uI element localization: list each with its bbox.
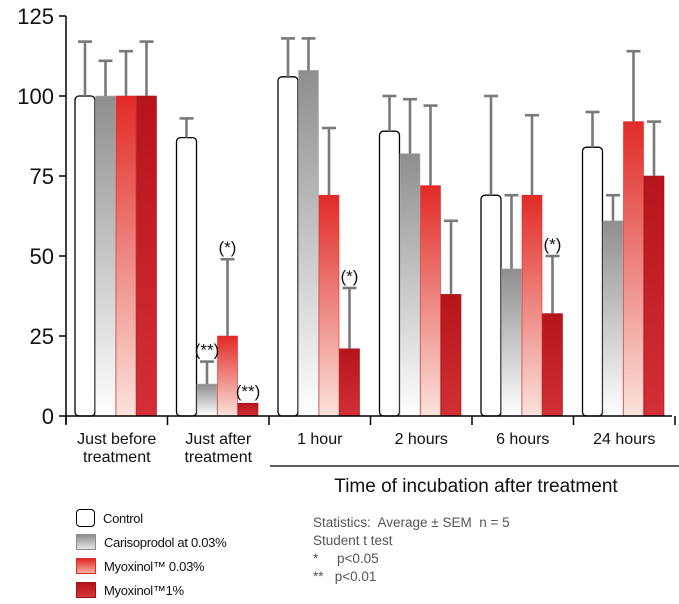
y-tick-label: 50: [30, 244, 54, 269]
bar: [420, 185, 441, 417]
legend-item-carisoprodol: Carisoprodol at 0.03%: [76, 530, 276, 554]
bar: [399, 153, 421, 417]
significance-label: (*): [341, 267, 359, 286]
legend-item-control: Control: [76, 506, 276, 530]
bar: [237, 402, 259, 417]
x-tick-label: 1 hour: [297, 431, 343, 448]
legend-swatch-carisoprodol: [76, 534, 96, 550]
bar: [277, 76, 299, 417]
bar: [378, 130, 401, 417]
x-tick-label: 6 hours: [496, 431, 549, 448]
bar: [136, 95, 157, 417]
y-tick-label: 0: [42, 404, 54, 429]
y-tick-label: 125: [17, 4, 54, 29]
stats-line: ** p<0.01: [313, 569, 377, 584]
bar: [196, 383, 218, 417]
significance-label: (**): [195, 341, 220, 360]
x-tick-label: Just after treatment: [184, 431, 252, 466]
significance-label: (*): [219, 238, 237, 257]
bar: [480, 194, 502, 417]
legend-swatch-control: [76, 509, 95, 527]
significance-label: (**): [236, 382, 261, 401]
x-tick-label: Just before treatment: [77, 431, 156, 466]
legend-label: Myoxinol™ 0.03%: [104, 558, 205, 574]
y-tick-label: 75: [30, 164, 54, 189]
bar: [318, 194, 340, 417]
statistics-note: Statistics: Average ± SEM n = 5 Student …: [313, 514, 510, 586]
bar: [602, 220, 624, 417]
bar: [95, 95, 116, 417]
legend-label: Carisoprodol at 0.03%: [104, 534, 227, 550]
bar: [643, 175, 665, 417]
bar: [440, 294, 462, 417]
x-axis-title: Time of incubation after treatment: [334, 476, 618, 497]
bar: [501, 268, 522, 417]
legend-label: Control: [103, 510, 143, 526]
bar: [521, 194, 543, 417]
bar: [339, 348, 360, 417]
stats-line: Student t test: [313, 533, 393, 548]
x-tick-label: 24 hours: [593, 431, 655, 448]
y-tick-label: 100: [17, 84, 54, 109]
legend-swatch-myoxinol-1: [76, 582, 96, 598]
legend-swatch-myoxinol-003: [76, 558, 96, 574]
stats-line: * p<0.05: [313, 551, 379, 566]
bar: [298, 70, 319, 417]
legend-item-myoxinol-003: Myoxinol™ 0.03%: [76, 554, 276, 578]
bar: [581, 146, 604, 417]
bar: [623, 121, 644, 417]
bar: [175, 136, 198, 417]
legend: Control Carisoprodol at 0.03% Myoxinol™ …: [76, 506, 276, 602]
significance-label: (*): [544, 235, 562, 254]
legend-item-myoxinol-1: Myoxinol™1%: [76, 578, 276, 602]
bar: [542, 313, 563, 417]
bar: [217, 335, 238, 417]
y-tick-label: 25: [30, 324, 54, 349]
bar: [115, 95, 137, 417]
stats-line: Statistics: Average ± SEM n = 5: [313, 515, 510, 530]
legend-label: Myoxinol™1%: [104, 582, 184, 598]
bar: [74, 95, 96, 417]
x-tick-label: 2 hours: [395, 431, 448, 448]
